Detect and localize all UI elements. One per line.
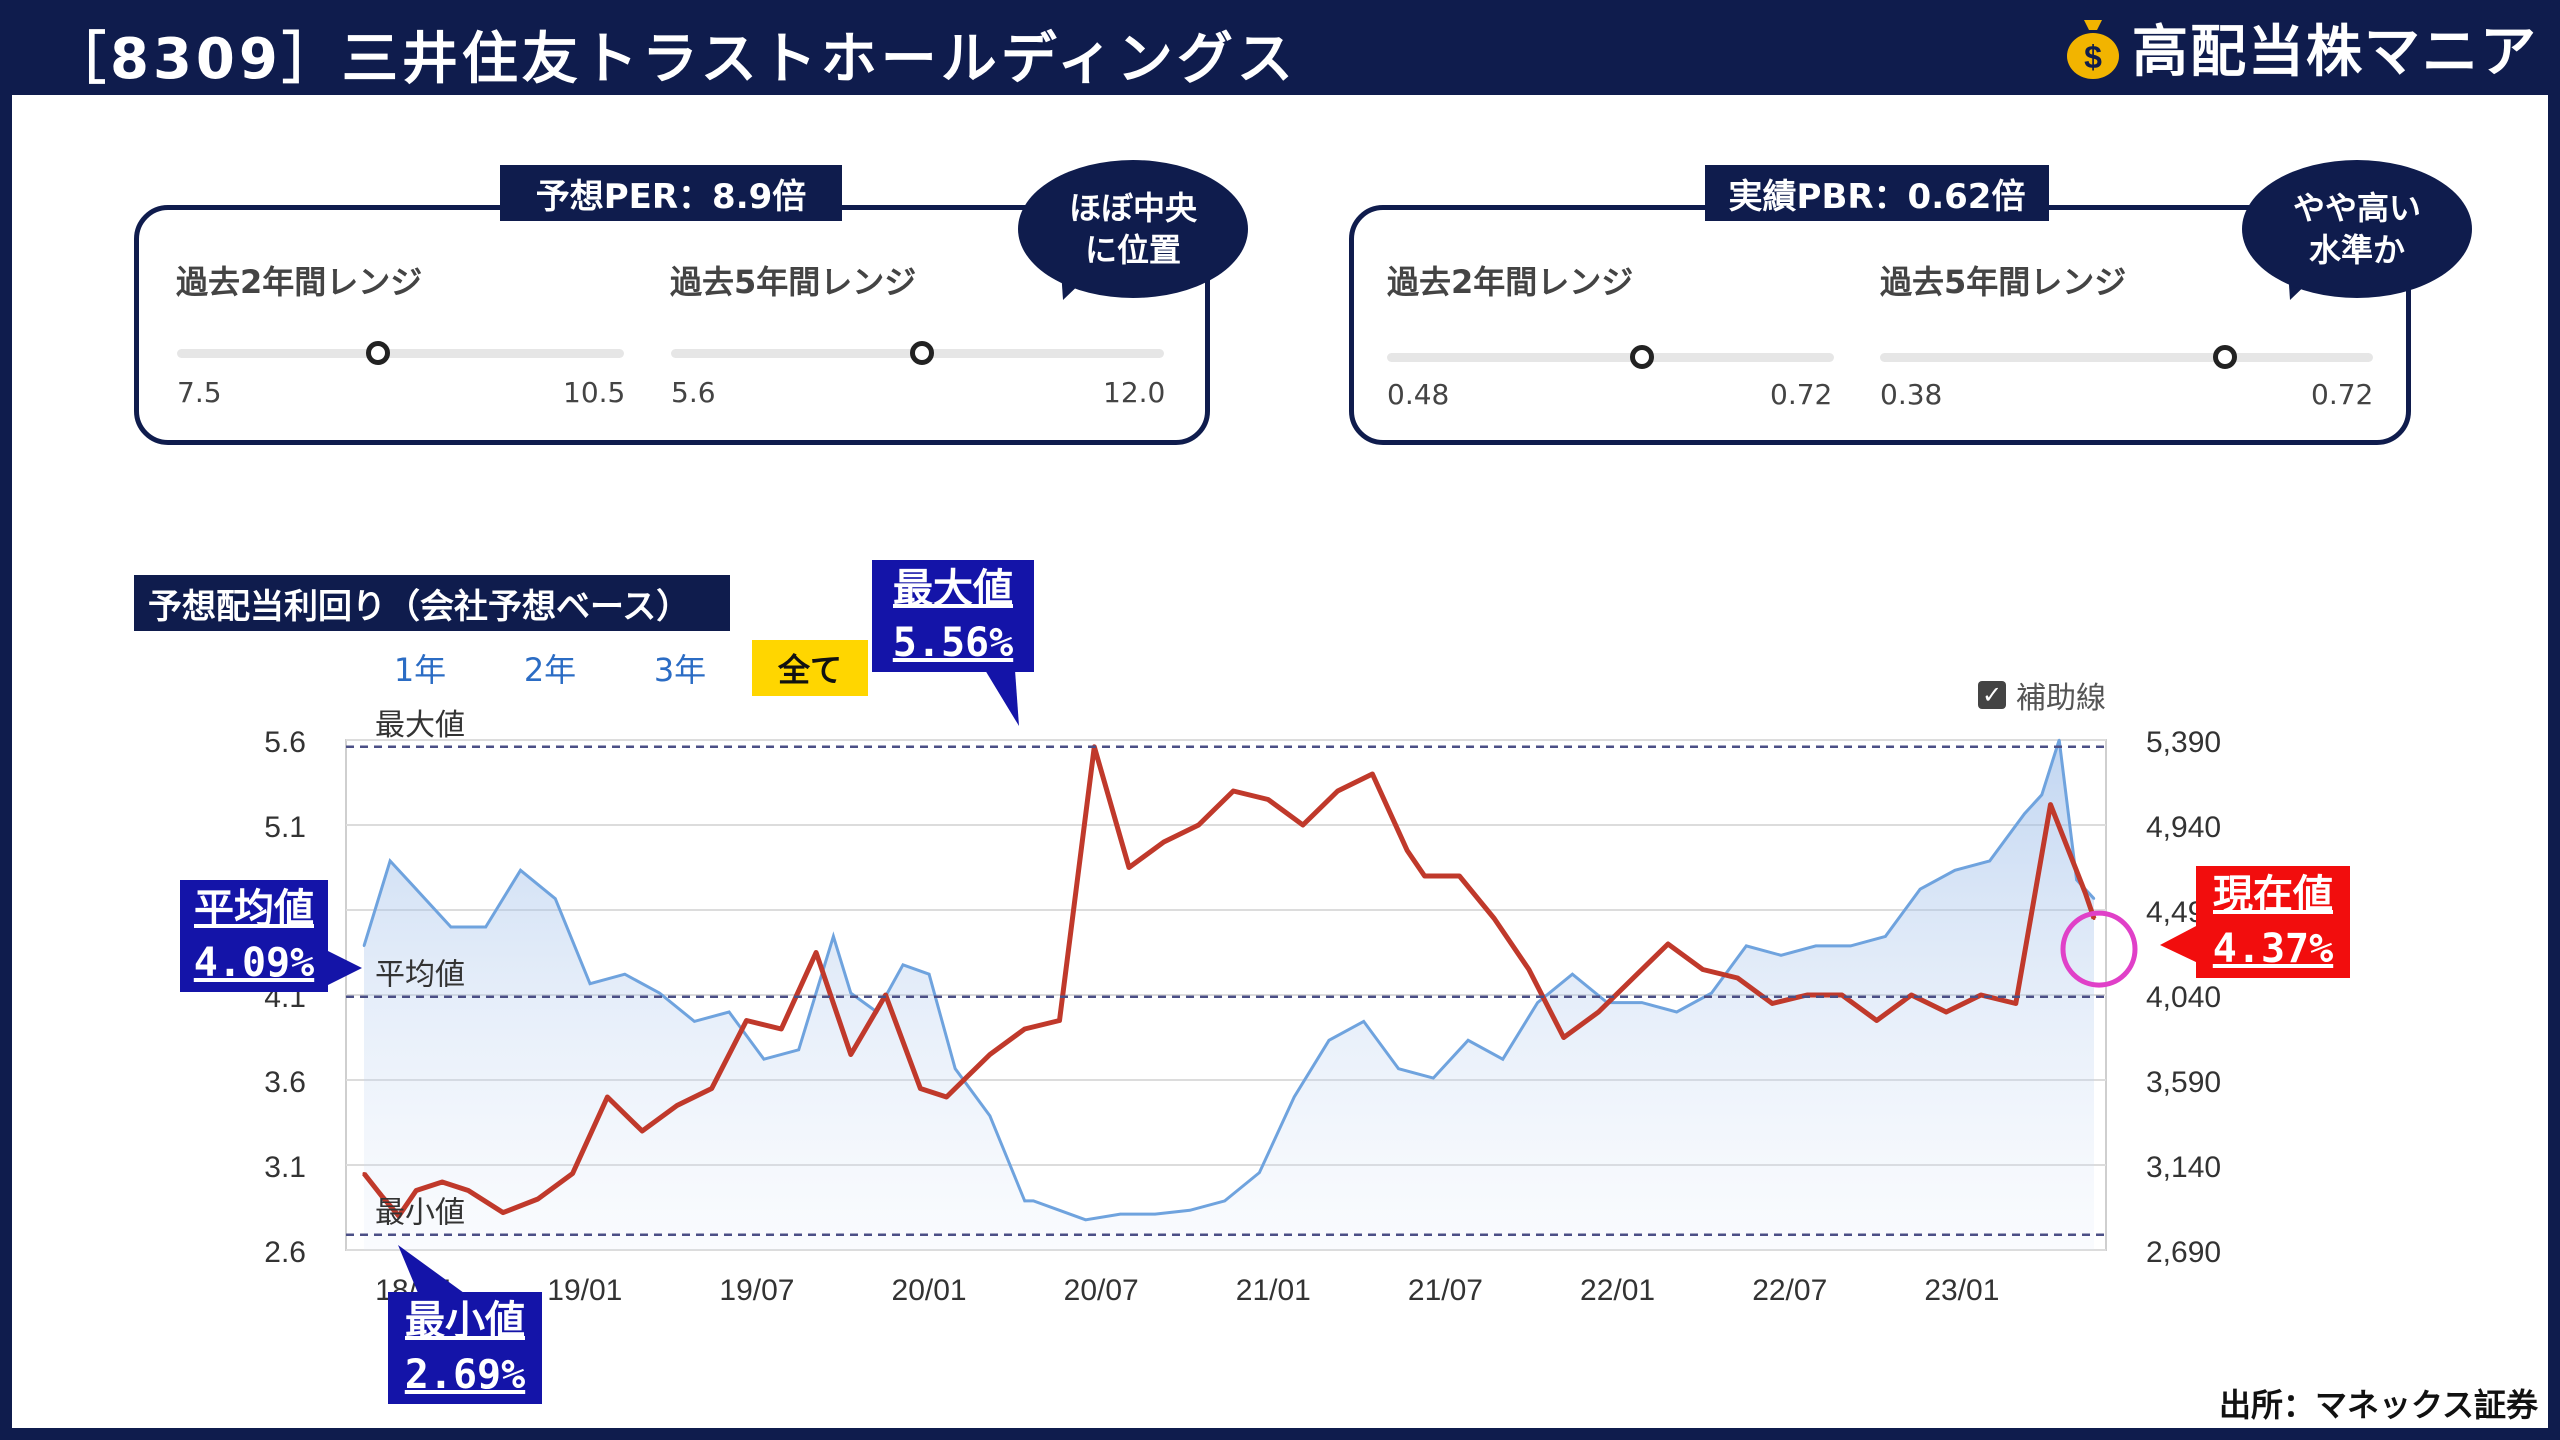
per-range2-max: 10.5 <box>563 376 626 409</box>
min-callout-label: 最小値 <box>405 1298 525 1344</box>
avg-callout: 平均値 4.09% <box>180 880 328 992</box>
pbr-range5-min: 0.38 <box>1880 378 1943 411</box>
pbr-range2-min: 0.48 <box>1387 378 1450 411</box>
pbr-bubble: やや高い 水準か <box>2242 160 2472 298</box>
current-callout: 現在値 4.37% <box>2196 866 2350 978</box>
avg-callout-tail <box>326 950 362 986</box>
per-tag: 予想PER：8.9倍 <box>500 165 842 221</box>
money-bag-icon: $ <box>2067 20 2119 79</box>
per-range5-knob <box>910 341 935 365</box>
pbr-range2-max: 0.72 <box>1770 378 1833 411</box>
min-callout-value: 2.69% <box>404 1352 526 1398</box>
guide-label: 補助線 <box>2016 681 2106 716</box>
pbr-range2-track <box>1387 353 1834 362</box>
chart-title: 予想配当利回り（会社予想ベース） <box>134 575 730 631</box>
period-2y-button[interactable]: 2年 <box>523 651 577 689</box>
max-callout-tail <box>985 670 1019 726</box>
pbr-range2-label: 過去2年間レンジ <box>1387 263 1634 301</box>
per-bubble-line1: ほぼ中央 <box>1068 189 1197 227</box>
pbr-tag: 実績PBR：0.62倍 <box>1705 165 2049 221</box>
avg-callout-label: 平均値 <box>194 886 314 932</box>
pbr-range5-max: 0.72 <box>2311 378 2374 411</box>
guide-toggle[interactable]: ✓ 補助線 <box>1978 673 2106 717</box>
per-range5-min: 5.6 <box>671 376 716 409</box>
checkbox-icon[interactable]: ✓ <box>1978 681 2006 709</box>
per-bubble: ほぼ中央 に位置 <box>1018 160 1248 298</box>
per-range2-knob <box>366 341 391 365</box>
pbr-range2-knob <box>1629 345 1654 369</box>
period-3y-button[interactable]: 3年 <box>653 651 707 689</box>
pbr-bubble-line2: 水準か <box>2308 231 2405 269</box>
period-all-button[interactable]: 全て <box>752 640 868 696</box>
current-callout-label: 現在値 <box>2213 872 2333 918</box>
max-callout-label: 最大値 <box>893 566 1013 612</box>
pbr-range5-track <box>1880 353 2373 362</box>
current-callout-value: 4.37% <box>2212 926 2334 972</box>
per-range2-track <box>177 349 624 358</box>
min-callout-tail <box>398 1245 464 1293</box>
per-bubble-line2: に位置 <box>1084 231 1181 269</box>
pbr-range5-knob <box>2213 345 2238 369</box>
pbr-range5-label: 過去5年間レンジ <box>1880 263 2127 301</box>
min-callout: 最小値 2.69% <box>388 1292 542 1404</box>
max-callout: 最大値 5.56% <box>872 560 1034 672</box>
current-callout-tail <box>2160 925 2198 963</box>
brand: $ 高配当株マニア <box>2064 14 2538 85</box>
header-bar: ［8309］三井住友トラストホールディングス $ 高配当株マニア <box>0 0 2560 95</box>
avg-callout-value: 4.09% <box>193 940 315 986</box>
max-callout-value: 5.56% <box>892 620 1014 666</box>
svg-text:$: $ <box>2084 39 2102 75</box>
pbr-bubble-line1: やや高い <box>2292 189 2421 227</box>
per-range2-min: 7.5 <box>177 376 222 409</box>
brand-name: 高配当株マニア <box>2132 19 2538 85</box>
page-title: ［8309］三井住友トラストホールディングス <box>50 27 1297 92</box>
period-1y-button[interactable]: 1年 <box>393 651 447 689</box>
source-note: 出所：マネックス証券 <box>2218 1386 2538 1424</box>
per-range2-label: 過去2年間レンジ <box>176 263 423 301</box>
per-range5-max: 12.0 <box>1103 376 1166 409</box>
per-range5-label: 過去5年間レンジ <box>670 263 917 301</box>
